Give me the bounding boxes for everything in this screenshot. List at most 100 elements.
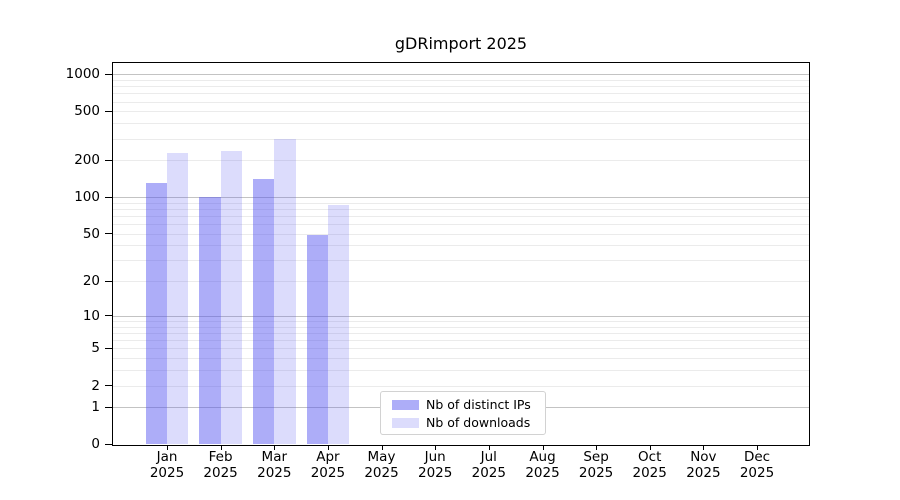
x-tick-year: 2025 — [632, 464, 667, 481]
gridline-minor — [113, 160, 809, 162]
bar-nb-of-downloads-apr — [327, 205, 350, 445]
x-tick-month: Jan — [156, 449, 178, 465]
x-tick-month: Aug — [529, 449, 556, 465]
x-tick-mark — [596, 446, 598, 450]
x-tick-mark — [327, 446, 329, 450]
x-tick-year: 2025 — [257, 464, 292, 481]
x-tick-mark — [488, 446, 490, 450]
bar-nb-of-distinct-ips-jan — [145, 183, 167, 445]
y-tick-label: 0 — [91, 436, 100, 453]
x-tick-mark — [703, 446, 705, 450]
y-tick-label: 200 — [74, 152, 100, 169]
x-tick-mark — [757, 446, 758, 450]
y-tick-label: 100 — [74, 189, 100, 206]
x-tick-month: Oct — [638, 449, 662, 465]
gridline-minor — [113, 202, 809, 204]
legend-swatch — [392, 418, 419, 428]
x-tick-year: 2025 — [578, 464, 614, 481]
x-tick-year: 2025 — [310, 464, 346, 481]
y-tick-label: 1000 — [65, 66, 100, 83]
y-tick-label: 50 — [82, 225, 100, 242]
legend-label: Nb of distinct IPs — [426, 397, 531, 412]
y-tick-mark — [105, 347, 112, 349]
x-tick-month: Feb — [208, 449, 233, 465]
x-tick-label-jun: Jun 2025 — [403, 449, 467, 481]
x-tick-label-aug: Aug 2025 — [511, 449, 575, 481]
legend-swatch — [392, 400, 419, 410]
x-tick-label-oct: Oct 2025 — [618, 449, 682, 481]
x-tick-label-jul: Jul 2025 — [457, 449, 521, 481]
y-tick-label: 2 — [91, 377, 100, 394]
gridline-minor — [113, 93, 809, 95]
bar-nb-of-distinct-ips-feb — [199, 197, 221, 445]
x-tick-month: Jun — [424, 449, 446, 465]
y-tick-mark — [105, 73, 112, 75]
x-tick-year: 2025 — [471, 464, 506, 481]
y-tick-mark — [105, 159, 112, 161]
gridline-minor — [113, 340, 809, 342]
gridline-minor — [113, 348, 809, 350]
gridline-major — [113, 74, 809, 76]
x-tick-year: 2025 — [203, 464, 238, 481]
y-tick-mark — [105, 385, 112, 386]
y-tick-label: 500 — [74, 103, 100, 120]
y-tick-mark — [105, 196, 112, 198]
x-tick-label-apr: Apr 2025 — [296, 449, 360, 481]
x-tick-mark — [381, 446, 383, 450]
gridline-minor — [113, 80, 809, 81]
gridline-major — [113, 197, 809, 199]
bar-nb-of-distinct-ips-apr — [306, 234, 328, 445]
chart-title: gDRimport 2025 — [394, 34, 528, 53]
bar-nb-of-distinct-ips-mar — [252, 179, 275, 445]
gridline-minor — [113, 123, 809, 125]
gridline-minor — [113, 332, 809, 334]
x-tick-year: 2025 — [149, 464, 185, 481]
x-tick-year: 2025 — [686, 464, 721, 481]
bar-nb-of-downloads-jan — [167, 153, 189, 445]
gridline-minor — [113, 370, 809, 372]
legend-row: Nb of downloads — [381, 414, 545, 432]
x-tick-mark — [167, 446, 168, 450]
gridline-minor — [113, 216, 809, 217]
gridline-minor — [113, 326, 809, 328]
x-tick-label-nov: Nov 2025 — [671, 449, 735, 481]
x-tick-label-sep: Sep 2025 — [564, 449, 628, 481]
y-tick-mark — [105, 280, 112, 282]
gridline-minor — [113, 209, 809, 210]
gridline-minor — [113, 358, 809, 360]
x-tick-month: Mar — [261, 449, 288, 465]
y-tick-mark — [105, 406, 112, 408]
bars-layer — [113, 63, 809, 445]
x-tick-mark — [542, 446, 544, 450]
x-tick-month: Jul — [480, 449, 497, 465]
x-tick-mark — [649, 446, 651, 450]
bar-nb-of-downloads-mar — [274, 139, 296, 445]
gridline-minor — [113, 224, 809, 226]
y-tick-label: 1 — [91, 399, 100, 416]
x-tick-month: May — [367, 449, 396, 465]
gridline-minor — [113, 245, 809, 247]
gridline-minor — [113, 233, 809, 235]
x-tick-year: 2025 — [364, 464, 399, 481]
legend: Nb of distinct IPs Nb of downloads — [380, 391, 546, 435]
y-tick-mark — [105, 233, 112, 235]
x-tick-label-jan: Jan 2025 — [135, 449, 199, 481]
gridline-minor — [113, 101, 809, 103]
y-tick-label: 5 — [91, 340, 100, 357]
gridline-minor — [113, 86, 809, 88]
x-tick-year: 2025 — [525, 464, 560, 481]
x-tick-mark — [274, 446, 276, 450]
y-tick-mark — [105, 315, 112, 317]
gridlines-layer — [113, 63, 809, 445]
gridline-minor — [113, 281, 809, 283]
bar-nb-of-downloads-feb — [220, 151, 243, 445]
x-tick-label-mar: Mar 2025 — [242, 449, 306, 481]
gridline-minor — [113, 260, 809, 262]
x-tick-month: Dec — [743, 449, 771, 465]
x-tick-year: 2025 — [739, 464, 775, 481]
x-tick-month: Apr — [316, 449, 340, 465]
legend-label: Nb of downloads — [426, 415, 531, 430]
legend-row: Nb of distinct IPs — [381, 396, 545, 414]
x-tick-mark — [220, 446, 222, 450]
